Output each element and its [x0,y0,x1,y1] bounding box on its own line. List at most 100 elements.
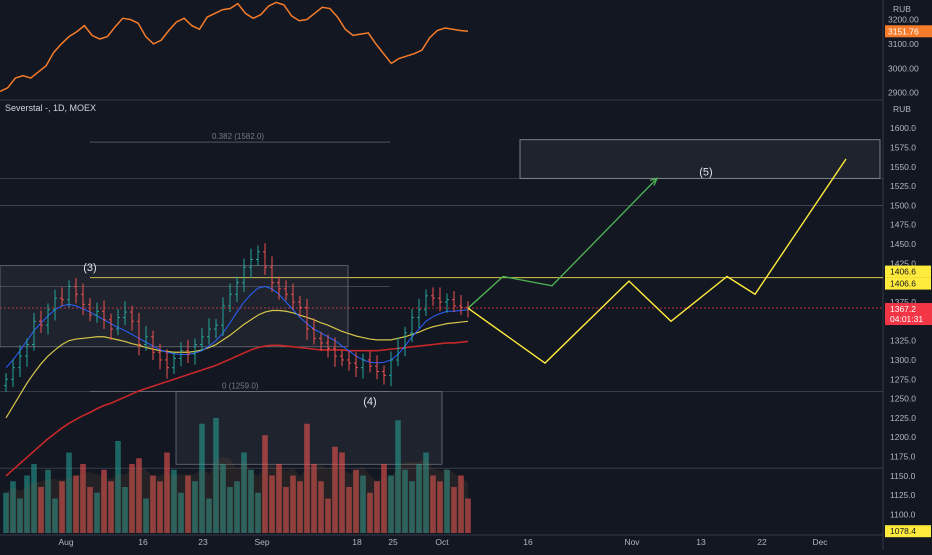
volume-bar [24,475,30,533]
price-tick-label: 1550.0 [890,162,916,172]
volume-bar [129,464,135,533]
price-tick-label: 1250.0 [890,394,916,404]
volume-bar [458,475,464,533]
volume-bar [451,487,457,533]
price-tick-label: 1375.0 [890,297,916,307]
time-tick-label: 18 [352,537,362,547]
price-tick-label: 1525.0 [890,181,916,191]
volume-bar [227,487,233,533]
indicator-tick-label: 3000.00 [888,63,919,73]
volume-bar [465,498,471,533]
volume-bar [430,475,436,533]
volume-bar [73,475,79,533]
volume-bar [255,492,261,533]
wave-3-zone-box [0,265,349,348]
volume-bar [80,464,86,533]
volume-bar [136,458,142,533]
volume-bar [94,492,100,533]
volume-bar [220,464,226,533]
volume-bar [143,498,149,533]
wave-label-0: (3) [83,262,96,274]
level-badge-text-0: 1406.6 [890,267,916,277]
volume-bar [332,446,338,533]
symbol-label: Severstal -, 1D, MOEX [5,103,97,113]
volume-bar [45,469,51,533]
wave-label-1: (4) [363,396,376,408]
bottom-value-badge [885,525,931,538]
volume-bar [402,469,408,533]
volume-bar [38,487,44,533]
volume-bar [283,487,289,533]
bar-countdown: 04:01:31 [890,314,923,324]
volume-bar [388,475,394,533]
volume-bar [423,452,429,533]
price-tick-label: 1225.0 [890,413,916,423]
volume-bar [101,469,107,533]
price-tick-label: 1125.0 [890,490,916,500]
volume-bar [157,481,163,533]
volume-bar [66,452,72,533]
level-badge-text-1: 1406.6 [890,279,916,289]
time-tick-label: 25 [388,537,398,547]
price-tick-label: 1450.0 [890,239,916,249]
volume-bar [108,481,114,533]
bottom-value: 1078.4 [890,526,916,536]
volume-bar [192,481,198,533]
volume-bar [339,452,345,533]
price-tick-label: 1200.0 [890,432,916,442]
volume-bar [164,452,170,533]
time-tick-label: Aug [58,537,73,547]
grid-layer [0,0,884,550]
bullish-projection-path [467,177,658,309]
volume-bar [318,481,324,533]
price-tick-label: 1475.0 [890,220,916,230]
volume-bar [437,481,443,533]
wave-label-2: (5) [699,166,712,178]
volume-bar [52,498,58,533]
volume-bars [3,418,471,533]
volume-bar [297,481,303,533]
volume-bar [115,441,121,533]
volume-bar [87,487,93,533]
volume-bar [409,481,415,533]
price-tick-label: 1150.0 [890,471,916,481]
indicator-currency-label: RUB [893,4,911,14]
time-tick-label: 22 [757,537,767,547]
volume-bar [360,475,366,533]
price-tick-label: 1575.0 [890,142,916,152]
volume-bar [234,481,240,533]
volume-bar [311,464,317,533]
price-axis[interactable]: RUB3200.003100.003000.002900.003151.76RU… [58,0,932,550]
price-tick-label: 1175.0 [890,452,916,462]
indicator-line [0,1,469,93]
price-tick-label: 1325.0 [890,336,916,346]
volume-bar [31,464,37,533]
volume-bar [206,498,212,533]
price-tick-label: 1425.0 [890,258,916,268]
last-price-badge [885,303,932,326]
volume-bar [17,498,23,533]
fib-level-label-1: 0 (1259.0) [222,382,259,391]
volume-bar [59,481,65,533]
volume-ma-area [6,457,468,533]
last-price-value: 1367.2 [890,304,916,314]
indicator-tick-label: 3200.00 [888,15,919,25]
candles [4,243,470,392]
volume-bar [325,498,331,533]
chart-text: 0.382 (1582.0) 0 (1259.0) (3) (4) (5) [83,132,712,408]
time-tick-label: 16 [138,537,148,547]
time-tick-label: 13 [696,537,706,547]
volume-bar [374,481,380,533]
volume-bar [381,464,387,533]
volume-bar [178,492,184,533]
time-tick-label: Sep [254,537,269,547]
volume-bar [416,464,422,533]
volume-bar [346,487,352,533]
price-tick-label: 1275.0 [890,374,916,384]
price-tick-label: 1300.0 [890,355,916,365]
level-badge-0 [885,265,931,278]
price-tick-label: 1600.0 [890,123,916,133]
volume-bar [10,481,16,533]
